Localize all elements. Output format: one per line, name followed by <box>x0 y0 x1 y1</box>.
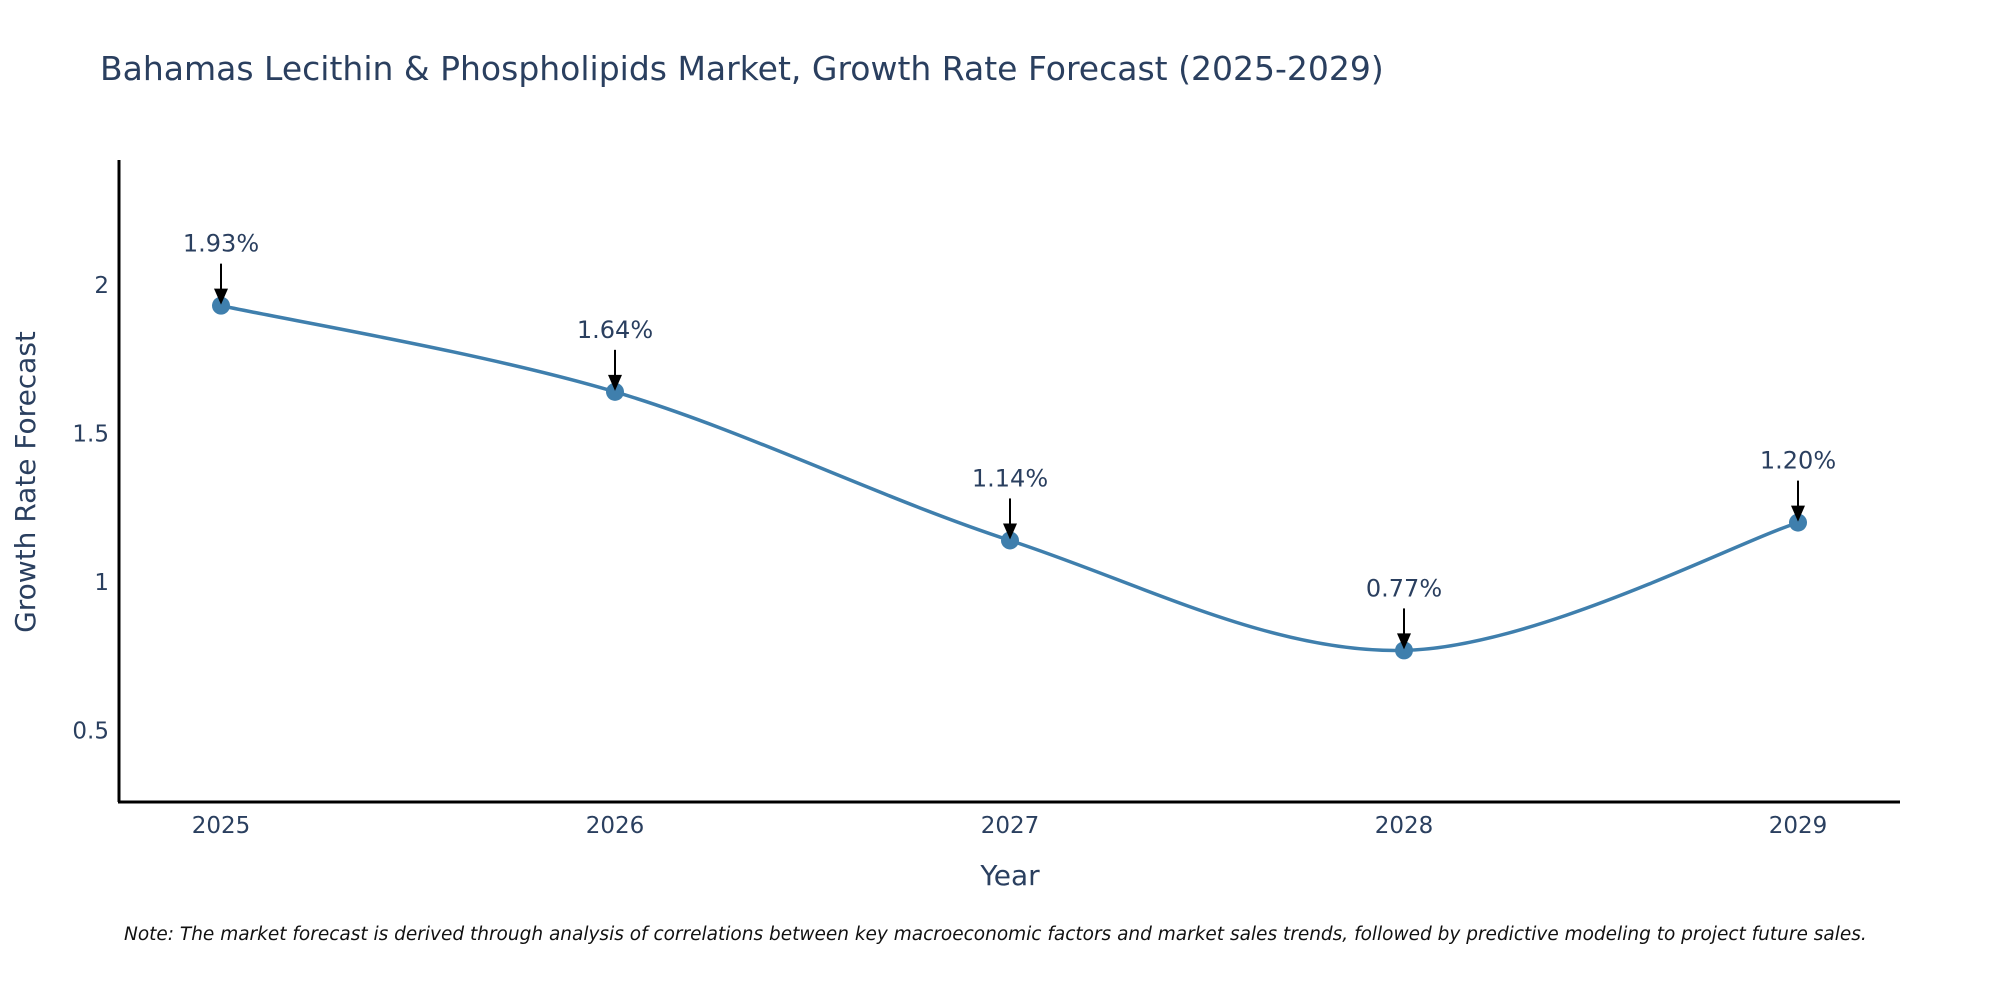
data-label: 1.93% <box>183 230 259 258</box>
y-tick-label: 0.5 <box>72 719 109 745</box>
x-tick-label: 2026 <box>586 813 645 839</box>
annotation-arrow-head <box>1003 523 1017 540</box>
annotation-arrow-head <box>1397 633 1411 650</box>
annotation-arrow-head <box>1791 505 1805 522</box>
x-axis-ticks: 2025 2026 2027 2028 2029 <box>192 813 1828 839</box>
data-point[interactable] <box>1789 513 1807 532</box>
data-label: 1.20% <box>1760 447 1836 475</box>
y-tick-label: 1.5 <box>72 421 109 447</box>
y-axis-title: Growth Rate Forecast <box>9 331 42 633</box>
y-tick-label: 2 <box>94 273 109 299</box>
y-axis-ticks: 0.5 1 1.5 2 <box>72 273 109 745</box>
data-label: 0.77% <box>1366 574 1442 602</box>
x-tick-label: 2028 <box>1375 813 1434 839</box>
x-tick-label: 2027 <box>981 813 1040 839</box>
x-tick-label: 2029 <box>1769 813 1828 839</box>
data-label: 1.64% <box>577 316 653 344</box>
footnote: Note: The market forecast is derived thr… <box>124 924 1867 945</box>
plot-area: 1.93% 1.64% 1.14% 0.77% 1.20% <box>183 230 1836 660</box>
x-axis-title: Year <box>979 859 1040 892</box>
data-point[interactable] <box>212 296 230 315</box>
data-label: 1.14% <box>972 464 1048 492</box>
annotation-arrow-head <box>608 374 622 391</box>
chart-title: Bahamas Lecithin & Phospholipids Market,… <box>100 49 1384 88</box>
y-tick-label: 1 <box>94 570 109 596</box>
x-tick-label: 2025 <box>192 813 251 839</box>
annotation-arrow-head <box>214 288 228 305</box>
data-point[interactable] <box>1395 641 1413 660</box>
data-point[interactable] <box>1001 531 1019 550</box>
data-point[interactable] <box>606 382 624 401</box>
